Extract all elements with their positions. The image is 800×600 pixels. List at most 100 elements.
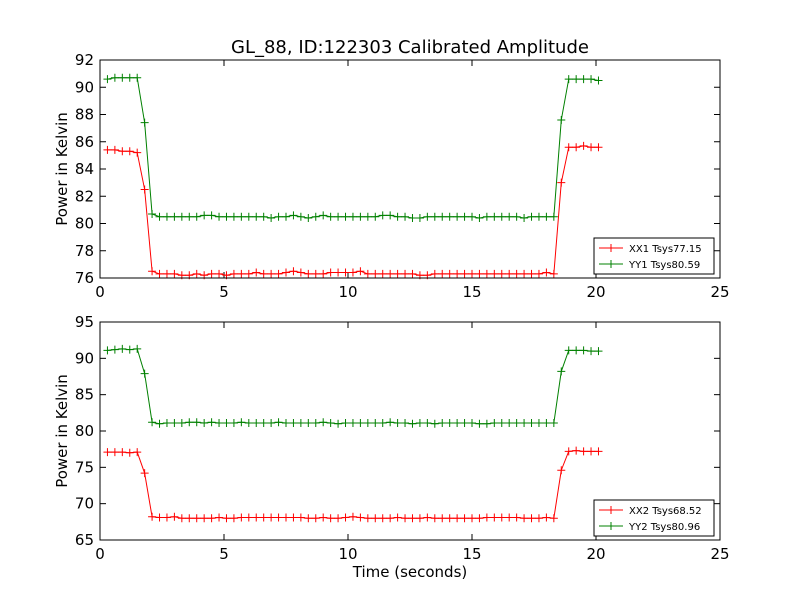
y-tick-label: 65 [75,531,94,549]
y-axis-label: Power in Kelvin [53,112,71,226]
data-point [125,448,134,457]
data-point [512,269,521,278]
data-point [348,268,357,277]
data-point [408,419,417,428]
data-point [155,419,164,428]
data-point [386,418,395,427]
data-point [520,269,529,278]
data-point [177,212,186,221]
data-point [438,269,447,278]
data-point [348,419,357,428]
data-point [363,269,372,278]
data-point [572,75,581,84]
data-point [505,419,514,428]
data-point [200,211,209,220]
data-point [534,514,543,523]
data-point [296,419,305,428]
data-point [363,514,372,523]
data-point [267,269,276,278]
data-point [534,269,543,278]
legend: XX1 Tsys77.15 YY1 Tsys80.59 [593,237,715,275]
data-point [475,514,484,523]
data-point [192,418,201,427]
data-point [453,269,462,278]
data-point [103,145,112,154]
data-point [162,513,171,522]
data-point [415,214,424,223]
y-tick-label: 95 [75,313,94,331]
data-point [282,212,290,221]
data-point [587,347,596,356]
data-point [423,419,432,428]
legend-marker [607,244,615,252]
data-point [326,212,335,221]
data-point [453,514,462,523]
data-point [229,419,238,428]
data-point [259,513,268,522]
chart-panel-2: 0 5 10 15 20 25 65 70 75 80 85 90 95 Power in Kelvin T… [53,313,730,581]
y-tick-label: 85 [75,386,94,404]
data-point [542,419,551,428]
data-point [118,448,127,457]
data-point [133,148,142,157]
data-point [222,514,231,523]
data-point [267,513,276,522]
data-point [415,419,424,428]
data-point [549,269,558,278]
data-point [125,147,134,156]
data-point [326,268,335,277]
data-point [497,212,506,221]
data-point [527,212,536,221]
data-point [534,419,543,428]
data-point [185,212,194,221]
data-point [468,514,476,523]
data-point [311,212,320,221]
series-yy2 [103,344,603,428]
data-point [363,419,372,428]
data-point [259,419,268,428]
x-tick-label: 15 [462,545,481,563]
data-point [296,268,305,277]
data-point [542,268,551,277]
data-point [118,147,127,156]
data-point [386,269,395,278]
data-point [140,469,149,478]
data-point [103,75,112,84]
data-point [133,73,142,82]
data-point [549,514,558,523]
data-point [319,211,328,220]
legend-marker [607,506,615,514]
data-point [497,419,506,428]
data-point [177,419,186,428]
y-tick-label: 78 [75,242,94,260]
series-xx2 [103,446,603,523]
x-tick-label: 25 [710,283,729,301]
data-point [259,212,268,221]
y-tick-label: 88 [75,106,94,124]
y-tick-label: 80 [75,422,94,440]
data-point [393,419,402,428]
x-tick-label: 5 [219,545,229,563]
data-point [542,513,551,522]
data-point [594,347,603,356]
data-point [341,513,350,522]
x-tick-label: 20 [586,283,605,301]
data-point [475,269,484,278]
data-point [497,269,506,278]
data-point [334,419,343,428]
data-point [408,514,417,523]
data-point [118,344,127,353]
data-point [140,118,149,127]
x-tick-label: 5 [219,283,229,301]
data-point [110,73,119,82]
plot-frame [99,59,721,279]
data-point [341,212,350,221]
plot-frame [99,321,721,541]
data-point [468,419,476,428]
data-point [527,269,536,278]
data-point [162,269,171,278]
data-point [371,419,380,428]
data-point [155,212,164,221]
data-point [170,269,179,278]
